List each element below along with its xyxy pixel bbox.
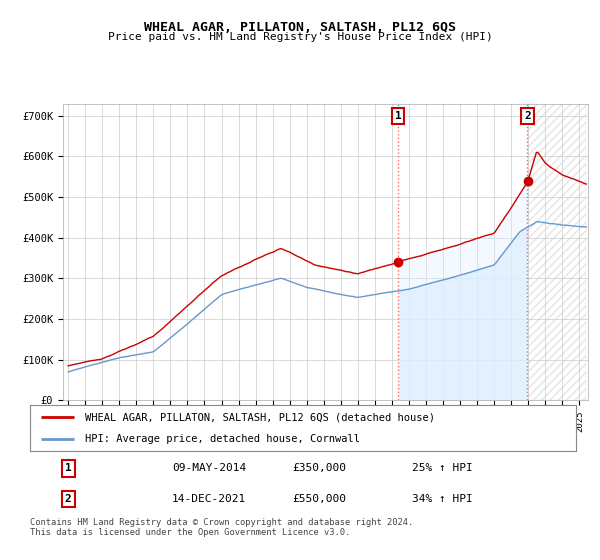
Text: HPI: Average price, detached house, Cornwall: HPI: Average price, detached house, Corn… [85, 435, 359, 444]
Text: Contains HM Land Registry data © Crown copyright and database right 2024.
This d: Contains HM Land Registry data © Crown c… [30, 518, 413, 538]
Text: £350,000: £350,000 [292, 464, 346, 473]
Text: 25% ↑ HPI: 25% ↑ HPI [412, 464, 473, 473]
Text: 2: 2 [524, 111, 531, 121]
Text: £550,000: £550,000 [292, 493, 346, 503]
Text: 2: 2 [65, 493, 71, 503]
Text: 09-MAY-2014: 09-MAY-2014 [172, 464, 246, 473]
Text: 1: 1 [395, 111, 401, 121]
Text: Price paid vs. HM Land Registry's House Price Index (HPI): Price paid vs. HM Land Registry's House … [107, 32, 493, 42]
Text: WHEAL AGAR, PILLATON, SALTASH, PL12 6QS (detached house): WHEAL AGAR, PILLATON, SALTASH, PL12 6QS … [85, 412, 434, 422]
Text: 14-DEC-2021: 14-DEC-2021 [172, 493, 246, 503]
Text: 1: 1 [65, 464, 71, 473]
Text: 34% ↑ HPI: 34% ↑ HPI [412, 493, 473, 503]
Text: WHEAL AGAR, PILLATON, SALTASH, PL12 6QS: WHEAL AGAR, PILLATON, SALTASH, PL12 6QS [144, 21, 456, 34]
